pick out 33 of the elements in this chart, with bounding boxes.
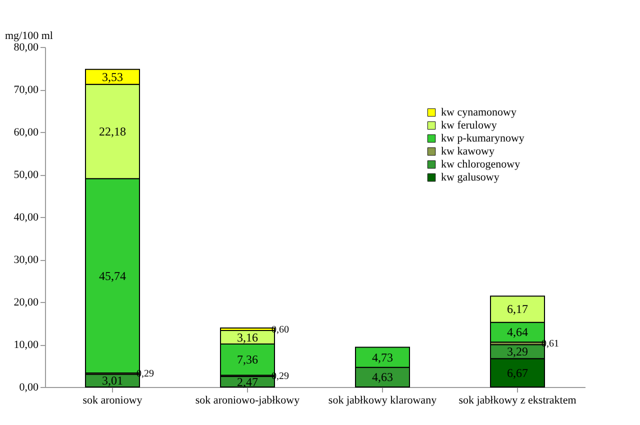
y-tick-label: 40,00 — [14, 212, 39, 224]
legend-label: kw galusowy — [441, 172, 500, 184]
y-tick-label: 0,00 — [19, 382, 39, 394]
data-label: 3,16 — [237, 330, 258, 344]
data-label: 6,17 — [507, 302, 528, 316]
data-label: 3,29 — [507, 344, 528, 359]
data-label: 2,47 — [237, 374, 258, 389]
data-label: 4,63 — [372, 370, 393, 384]
x-tick-label: sok jabłkowy z ekstraktem — [458, 394, 577, 406]
data-label: 4,64 — [507, 325, 528, 340]
y-tick-label: 30,00 — [14, 254, 39, 266]
legend-label: kw p-kumarynowy — [441, 132, 525, 144]
y-tick-label: 20,00 — [14, 296, 39, 308]
y-tick-label: 10,00 — [14, 339, 39, 351]
legend-label: kw kawowy — [441, 146, 495, 158]
data-label: 3,01 — [102, 374, 123, 388]
data-label: 45,74 — [99, 268, 126, 283]
data-label: 7,36 — [237, 352, 258, 367]
y-tick-label: 60,00 — [14, 126, 39, 138]
x-tick-label: sok jabłkowy klarowany — [328, 394, 438, 406]
legend-label: kw ferulowy — [441, 120, 498, 132]
data-label: 3,53 — [102, 70, 123, 84]
legend-label: kw cynamonowy — [441, 106, 517, 118]
y-tick-label: 50,00 — [14, 169, 39, 181]
y-tick-label: 70,00 — [14, 84, 39, 96]
data-label: 22,18 — [99, 124, 126, 138]
legend-label: kw chlorogenowy — [441, 158, 521, 170]
data-label: 6,67 — [507, 366, 528, 380]
x-tick-label: sok aroniowy — [82, 394, 143, 406]
data-label: 4,73 — [372, 350, 393, 364]
y-axis-title: mg/100 ml — [5, 30, 53, 42]
y-tick-label: 80,00 — [14, 42, 39, 54]
x-tick-label: sok aroniowo-jabłkowy — [195, 394, 300, 406]
